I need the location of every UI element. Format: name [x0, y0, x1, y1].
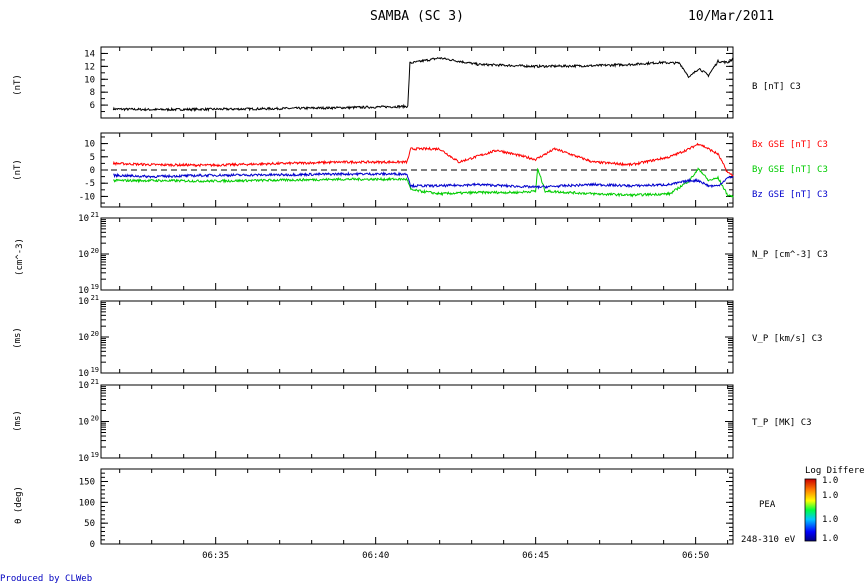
y-tick-label: -5: [84, 179, 95, 189]
series-line-b: [112, 57, 734, 113]
y-tick-label: 10: [78, 333, 89, 343]
legend-bx: Bx GSE [nT] C3: [752, 140, 828, 150]
panel-frame: [100, 384, 734, 459]
colorbar: [804, 478, 817, 542]
y-tick-exponent: 21: [91, 211, 99, 219]
legend-bz: Bz GSE [nT] C3: [752, 190, 828, 200]
chart-title: SAMBA (SC 3): [370, 9, 464, 24]
y-tick-label: 10: [78, 250, 89, 260]
legend-tp: T_P [MK] C3: [752, 418, 812, 428]
produced-by-label: Produced by CLWeb: [0, 574, 93, 584]
y-tick-label: 12: [84, 62, 95, 72]
y-tick-label: 0: [90, 166, 95, 176]
y-tick-exponent: 19: [91, 366, 99, 374]
y-tick-label: 50: [84, 519, 95, 529]
date-label: 10/Mar/2011: [688, 9, 775, 24]
y-tick-label: 150: [79, 478, 95, 488]
y-tick-label: 14: [84, 49, 95, 59]
x-tick-label: 06:50: [682, 551, 709, 561]
x-tick-label: 06:40: [362, 551, 389, 561]
legend-vp: V_P [km/s] C3: [752, 334, 823, 344]
series-line-by: [113, 167, 734, 198]
y-tick-label: 10: [84, 75, 95, 85]
panel-frame: [100, 46, 734, 119]
series-line-bx: [112, 142, 734, 177]
colorbar-label: 1.0: [822, 491, 839, 501]
y-tick-exponent: 21: [91, 378, 99, 386]
panel-frame: [100, 300, 734, 374]
y-tick-exponent: 21: [91, 294, 99, 302]
y-tick-label: 10: [78, 418, 89, 428]
legend-np: N_P [cm^-3] C3: [752, 250, 828, 260]
y-tick-label: 10: [78, 369, 89, 379]
series-line-bz: [113, 171, 734, 190]
y-tick-label: 10: [84, 140, 95, 150]
colorbar-label: 1.0: [822, 515, 839, 525]
legend-by: By GSE [nT] C3: [752, 165, 828, 175]
y-tick-label: -10: [79, 192, 95, 202]
y-tick-label: 5: [90, 153, 95, 163]
y-tick-exponent: 19: [91, 451, 99, 459]
panel-frame: [100, 217, 734, 291]
x-tick-label: 06:35: [202, 551, 229, 561]
colorbar-title: Log Differential: [805, 466, 864, 476]
y-tick-label: 10: [78, 297, 89, 307]
y-tick-exponent: 20: [91, 330, 99, 338]
y-tick-label: 10: [78, 381, 89, 391]
legend-energy: 248-310 eV: [741, 535, 796, 545]
y-tick-exponent: 20: [91, 415, 99, 423]
legend-b: B [nT] C3: [752, 82, 801, 92]
colorbar-label: 1.0: [822, 476, 839, 486]
panel-frame: [100, 468, 734, 545]
y-tick-exponent: 19: [91, 283, 99, 291]
y-tick-label: 8: [90, 88, 95, 98]
y-tick-exponent: 20: [91, 247, 99, 255]
x-tick-label: 06:45: [522, 551, 549, 561]
y-tick-label: 10: [78, 214, 89, 224]
y-tick-label: 10: [78, 286, 89, 296]
y-tick-label: 6: [90, 101, 95, 111]
y-tick-label: 10: [78, 454, 89, 464]
y-tick-label: 0: [90, 540, 95, 550]
colorbar-label: 1.0: [822, 534, 839, 544]
y-tick-label: 100: [79, 498, 95, 508]
legend-pea: PEA: [759, 500, 776, 510]
